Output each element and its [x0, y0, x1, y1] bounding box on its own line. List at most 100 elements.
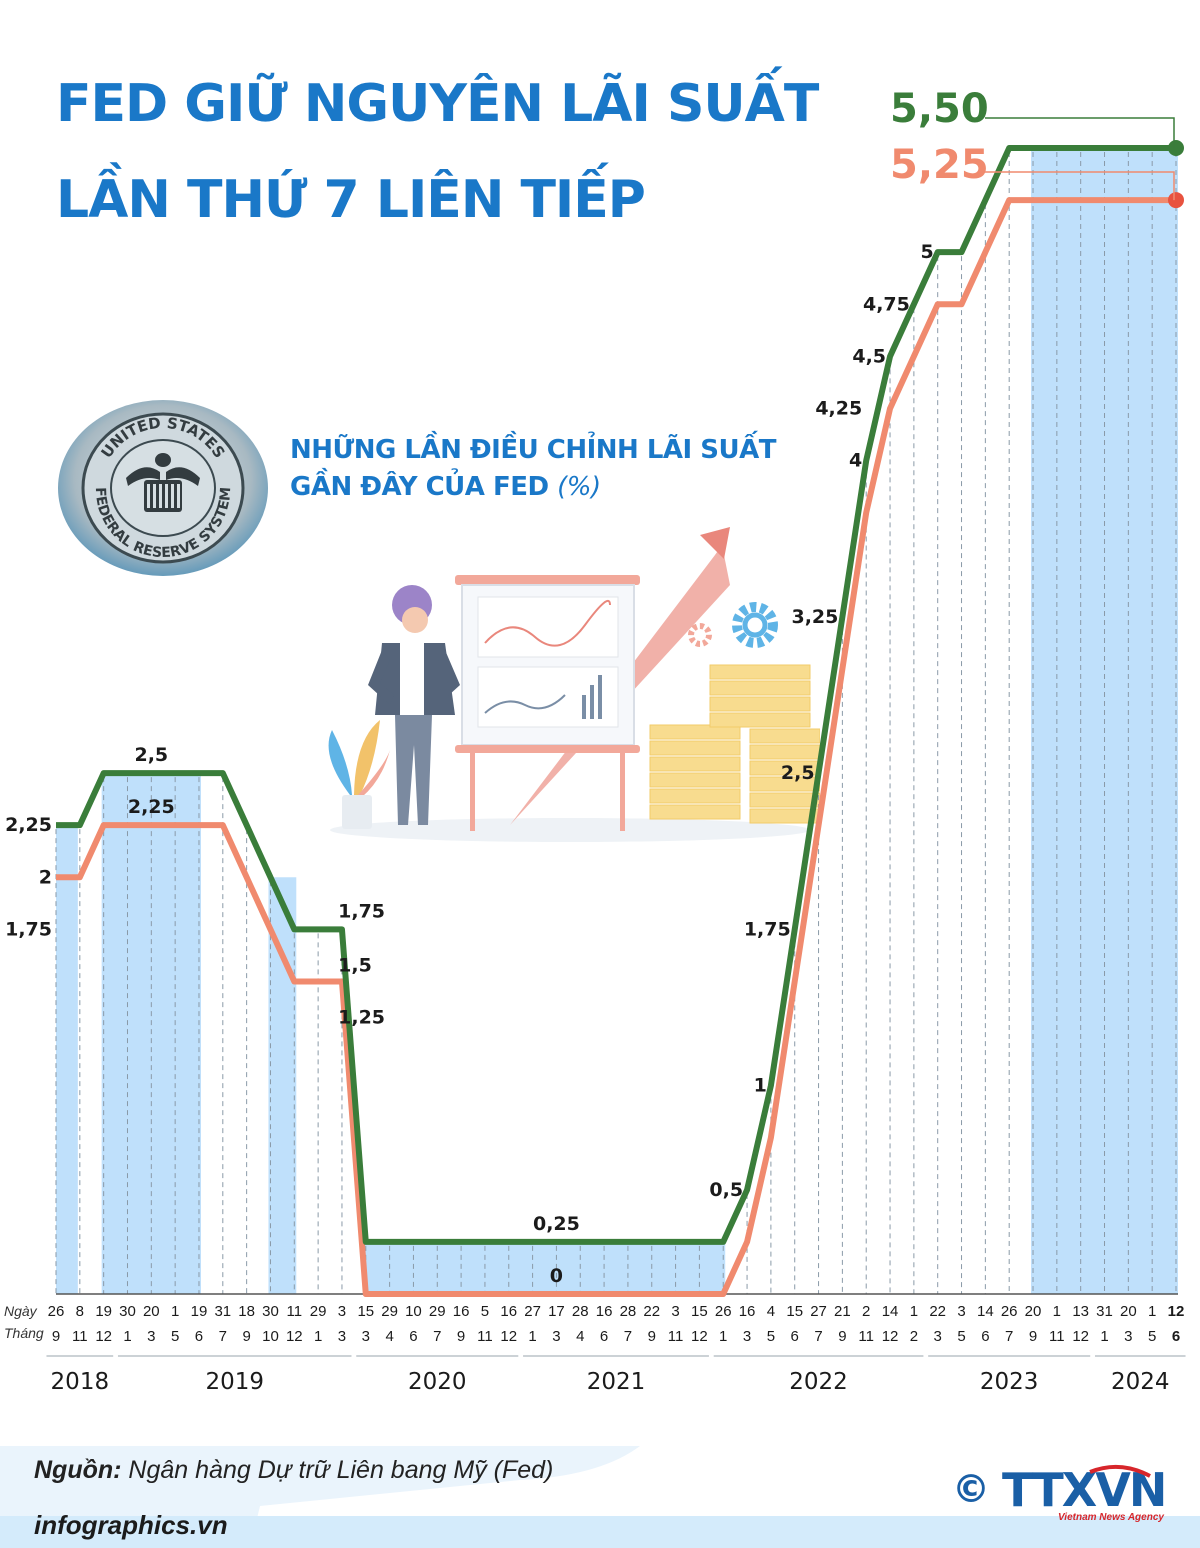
- tick-month: 12: [882, 1328, 899, 1345]
- endpoint-lower: [1168, 192, 1184, 209]
- tick-day: 10: [405, 1303, 422, 1320]
- tick-month: 2: [910, 1328, 918, 1345]
- tick-day: 30: [119, 1303, 136, 1320]
- value-label: 4,75: [863, 293, 910, 315]
- tick-month: 9: [838, 1328, 846, 1345]
- tick-day: 21: [834, 1303, 851, 1320]
- value-labels: 2,25 2 1,75 2,5 2,25 1,75 1,5 1,25 0,25 0 0,5 1 1,75…: [5, 86, 1175, 1287]
- tick-day: 30: [262, 1303, 279, 1320]
- holding-band-3: [363, 1241, 726, 1294]
- year-label: 2021: [587, 1369, 646, 1395]
- subtitle-unit: (%): [557, 472, 601, 502]
- value-label: 2,25: [5, 814, 52, 836]
- tick-month: 10: [262, 1328, 279, 1345]
- chart-gridlines: [55, 152, 1177, 1294]
- tick-month: 3: [1124, 1328, 1132, 1345]
- page-title-line2: LẦN THỨ 7 LIÊN TIẾP: [56, 170, 646, 230]
- year-labels: 2018 2019 2020 2021 2022 2023 2024: [46, 1355, 1186, 1395]
- interest-rate-chart: 2,25 2 1,75 2,5 2,25 1,75 1,5 1,25 0,25 0 0,5 1 1,75…: [4, 86, 1186, 1395]
- value-label: 0: [550, 1265, 563, 1287]
- tick-month: 5: [171, 1328, 179, 1345]
- tick-month: 12: [691, 1328, 708, 1345]
- tick-month: 9: [648, 1328, 656, 1345]
- tick-day: 20: [1120, 1303, 1137, 1320]
- person-icon: [368, 585, 460, 825]
- tick-month: 7: [219, 1328, 227, 1345]
- tick-day: 17: [548, 1303, 565, 1320]
- tick-month: 6: [791, 1328, 799, 1345]
- chart-series: [56, 140, 1184, 1297]
- value-label: 2,25: [128, 796, 175, 818]
- x-axis-labels: NgàyTháng2698111912301203151963171893010…: [4, 1303, 1184, 1345]
- value-label: 5: [920, 241, 933, 263]
- tick-day: 28: [572, 1303, 589, 1320]
- coin-stack-icon: [649, 664, 820, 824]
- tick-day: 28: [620, 1303, 637, 1320]
- value-label: 0,25: [533, 1213, 580, 1235]
- tick-day: 1: [1053, 1303, 1061, 1320]
- series-line-upper: [56, 145, 1176, 1245]
- year-label: 2019: [205, 1369, 264, 1395]
- tick-day: 1: [1148, 1303, 1156, 1320]
- value-label: 2,5: [134, 744, 168, 766]
- value-label: 1,75: [338, 900, 385, 922]
- tick-day: 3: [671, 1303, 679, 1320]
- tick-day: 4: [767, 1303, 775, 1320]
- endpoint-upper: [1168, 140, 1184, 156]
- tick-month: 12: [500, 1328, 517, 1345]
- tick-day: 2: [862, 1303, 870, 1320]
- tick-month: 9: [52, 1328, 60, 1345]
- tick-month: 3: [934, 1328, 942, 1345]
- value-label: 2: [39, 866, 52, 888]
- tick-month: 1: [123, 1328, 131, 1345]
- tick-day: 15: [786, 1303, 803, 1320]
- page-title-line1: FED GIỮ NGUYÊN LÃI SUẤT: [56, 74, 819, 134]
- value-label: 4: [849, 450, 862, 472]
- tick-month: 1: [719, 1328, 727, 1345]
- tick-day: 1: [910, 1303, 918, 1320]
- tick-month: 9: [1029, 1328, 1037, 1345]
- tick-month: 5: [957, 1328, 965, 1345]
- tick-day: 22: [929, 1303, 946, 1320]
- holding-band-0: [56, 825, 78, 1294]
- tick-day: 29: [429, 1303, 446, 1320]
- tick-month: 5: [767, 1328, 775, 1345]
- tick-month: 7: [433, 1328, 441, 1345]
- value-label: 1,25: [338, 1007, 385, 1029]
- year-label: 2023: [980, 1369, 1039, 1395]
- tick-month: 11: [72, 1328, 88, 1345]
- tick-month: 9: [242, 1328, 250, 1345]
- tick-day: 26: [1001, 1303, 1018, 1320]
- tick-month: 5: [1148, 1328, 1156, 1345]
- tick-day: 14: [882, 1303, 899, 1320]
- tick-day: 16: [453, 1303, 470, 1320]
- tick-day: 20: [143, 1303, 160, 1320]
- source-text: Ngân hàng Dự trữ Liên bang Mỹ (Fed): [128, 1456, 554, 1484]
- tick-day: 15: [357, 1303, 374, 1320]
- federal-reserve-seal: UNITED STATES FEDERAL RESERVE SYSTEM: [58, 400, 268, 576]
- value-label: 2,5: [781, 762, 815, 784]
- tick-day: 29: [381, 1303, 398, 1320]
- tick-month: 3: [362, 1328, 370, 1345]
- tick-month: 11: [1049, 1328, 1065, 1345]
- tick-month: 7: [624, 1328, 632, 1345]
- final-leader-line: [985, 171, 1175, 201]
- tick-day: 22: [643, 1303, 660, 1320]
- source-note: Nguồn: Ngân hàng Dự trữ Liên bang Mỹ (Fe…: [34, 1456, 553, 1485]
- tick-month: 12: [1072, 1328, 1089, 1345]
- tick-month: 11: [477, 1328, 493, 1345]
- tick-day: 27: [810, 1303, 827, 1320]
- tick-month: 6: [195, 1328, 203, 1345]
- tick-day: 19: [191, 1303, 208, 1320]
- value-label-final: 5,25: [890, 142, 989, 188]
- tick-day: 5: [481, 1303, 489, 1320]
- value-label: 1,5: [338, 954, 372, 976]
- site-name[interactable]: infographics.vn: [34, 1510, 228, 1540]
- year-label: 2024: [1111, 1369, 1170, 1395]
- value-label: 4,25: [815, 397, 862, 419]
- analyst-illustration: [328, 527, 820, 842]
- gear-icon: [688, 602, 778, 648]
- tick-month: 3: [743, 1328, 751, 1345]
- value-label: 0,5: [709, 1179, 743, 1201]
- logo-subtitle: Vietnam News Agency: [1058, 1512, 1164, 1523]
